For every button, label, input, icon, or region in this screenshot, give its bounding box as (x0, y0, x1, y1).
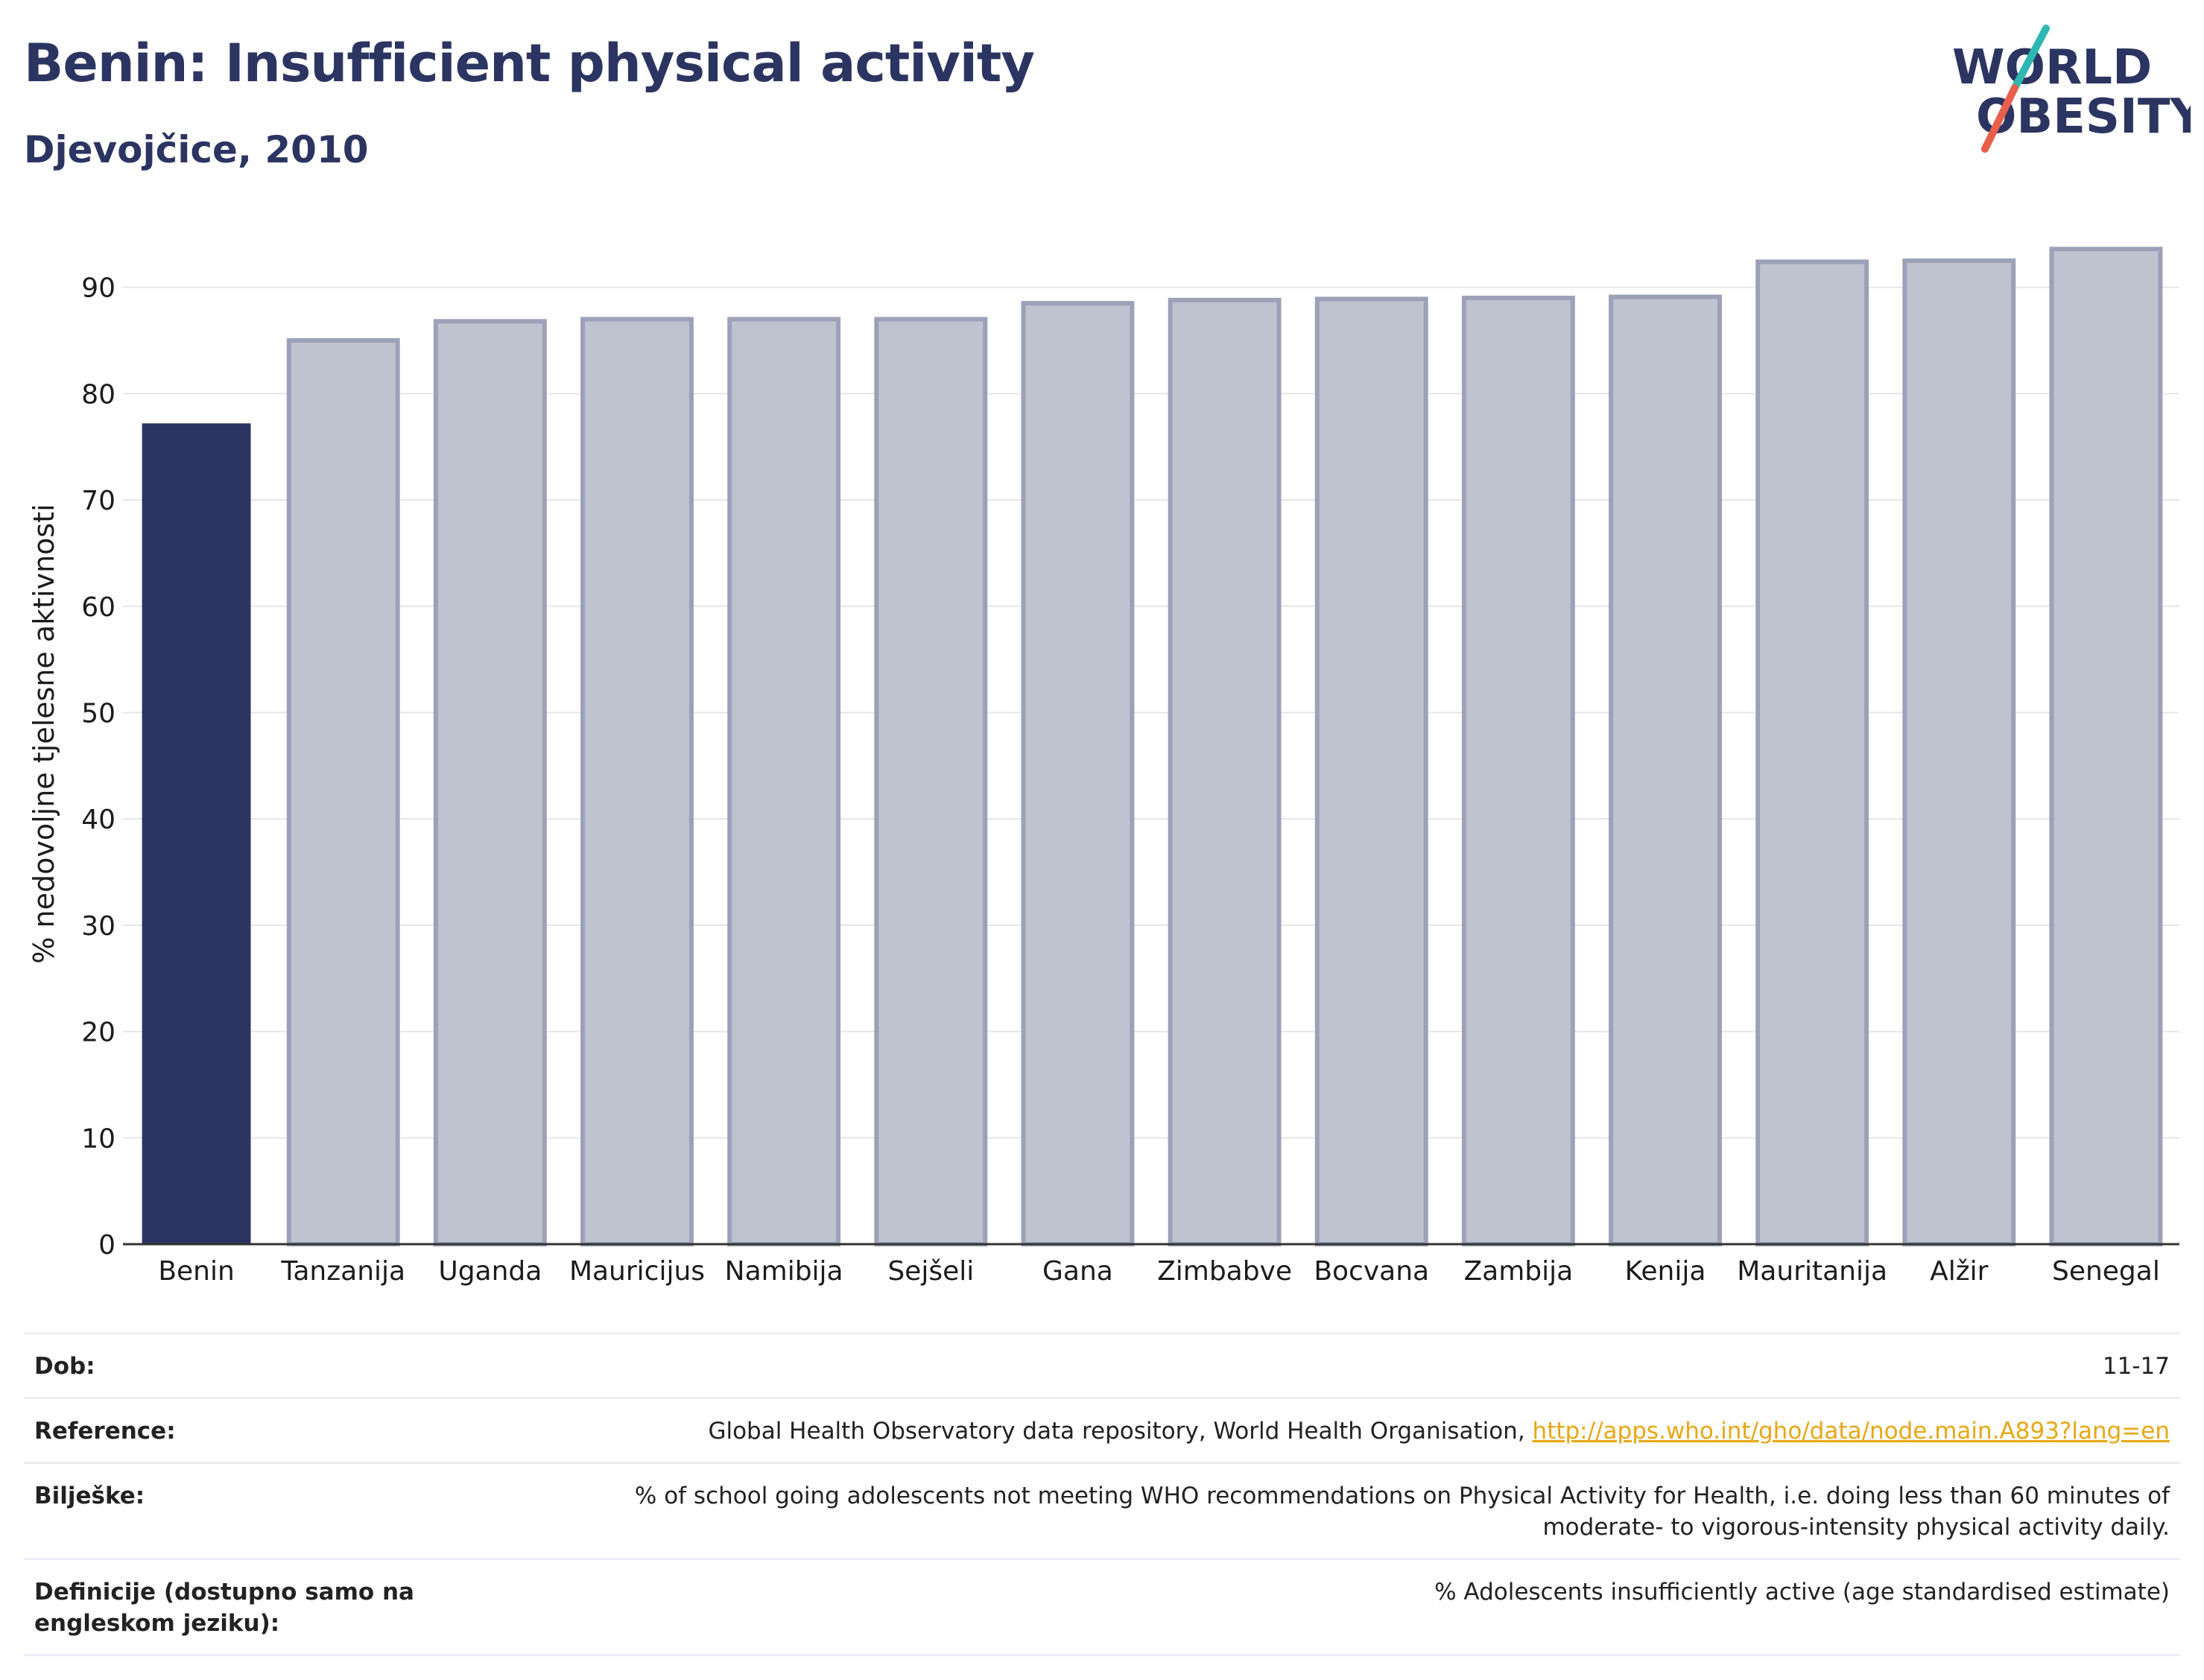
y-tick-label: 20 (81, 1018, 115, 1048)
y-tick-label: 10 (81, 1123, 115, 1154)
x-tick-label: Kenija (1625, 1256, 1706, 1287)
bar (1755, 259, 1869, 1246)
info-value-notes: % of school going adolescents not meetin… (634, 1483, 2170, 1541)
info-label-notes: Bilješke: (34, 1483, 145, 1509)
bar (1609, 294, 1722, 1246)
x-tick-label: Benin (158, 1256, 234, 1287)
info-row-reference: Reference: Global Health Observatory dat… (24, 1398, 2180, 1463)
x-tick-label: Tanzanija (280, 1256, 405, 1287)
info-label-age: Dob: (34, 1353, 95, 1380)
x-tick-label: Bocvana (1314, 1256, 1429, 1287)
info-table: Dob: 11-17 Reference: Global Health Obse… (24, 1332, 2180, 1656)
y-axis-tick-labels: 0 10 20 30 40 50 60 70 80 90 (81, 273, 115, 1261)
x-tick-label: Senegal (2052, 1256, 2160, 1287)
chart-title: Benin: Insufficient physical activity (24, 33, 1035, 94)
bars (142, 247, 2163, 1247)
x-tick-label: Mauricijus (569, 1256, 705, 1287)
bar (142, 423, 251, 1244)
info-value-age: 11-17 (2102, 1353, 2170, 1380)
y-tick-label: 60 (81, 592, 115, 623)
y-axis-title: % nedovoljne tjelesne aktivnosti (28, 504, 60, 963)
logo-line-2: OBESITY (1976, 89, 2191, 145)
y-tick-label: 0 (98, 1230, 115, 1261)
info-row-age: Dob: 11-17 (24, 1333, 2180, 1398)
logo-slash-red (1981, 84, 2018, 153)
info-value-definitions: % Adolescents insufficiently active (age… (1434, 1579, 2170, 1605)
bar-chart: 0 10 20 30 40 50 60 70 80 90 Benin Tanzanija Uganda… (28, 247, 2179, 1287)
bar (727, 317, 841, 1246)
x-tick-label: Uganda (438, 1256, 542, 1287)
info-label-reference: Reference: (34, 1418, 176, 1445)
bar (1902, 258, 2016, 1247)
info-label-definitions: Definicije (dostupno samo na engleskom j… (34, 1579, 414, 1637)
y-tick-label: 70 (81, 486, 115, 516)
y-tick-label: 30 (81, 911, 115, 942)
y-tick-label: 80 (81, 379, 115, 410)
chart-subtitle: Djevojčice, 2010 (24, 128, 369, 171)
y-tick-label: 50 (81, 698, 115, 729)
x-tick-label: Gana (1042, 1256, 1113, 1287)
x-tick-label: Mauritanija (1737, 1256, 1887, 1287)
x-tick-label: Alžir (1930, 1256, 1989, 1287)
bar (874, 317, 988, 1246)
reference-link[interactable]: http://apps.who.int/gho/data/node.main.A… (1532, 1418, 2170, 1445)
gridlines (123, 286, 2179, 1139)
info-row-notes: Bilješke: % of school going adolescents … (24, 1462, 2180, 1559)
bar (433, 319, 547, 1247)
bar (1314, 297, 1428, 1247)
x-tick-label: Sejšeli (887, 1256, 974, 1287)
bar (580, 317, 694, 1246)
x-tick-label: Zambija (1463, 1256, 1573, 1287)
bar (1461, 295, 1575, 1246)
x-tick-label: Zimbabve (1157, 1256, 1292, 1287)
world-obesity-logo: WORLD OBESITY (1937, 21, 2204, 173)
bar (1021, 301, 1135, 1246)
logo-line-1: WORLD (1952, 40, 2152, 95)
y-tick-label: 90 (81, 273, 115, 304)
logo-slash-teal (2011, 25, 2050, 92)
reference-text: Global Health Observatory data repositor… (708, 1418, 1533, 1445)
bar (2049, 247, 2163, 1246)
x-axis-tick-labels: Benin Tanzanija Uganda Mauricijus Namibija Se… (158, 1256, 2160, 1287)
info-value-reference: Global Health Observatory data repositor… (566, 1398, 2180, 1463)
logo-graphic: WORLD OBESITY (1952, 25, 2204, 153)
x-tick-label: Namibija (725, 1256, 843, 1287)
y-tick-label: 40 (81, 805, 115, 835)
bar (286, 337, 400, 1247)
bar (1168, 297, 1282, 1246)
info-row-definitions: Definicije (dostupno samo na engleskom j… (24, 1559, 2180, 1655)
